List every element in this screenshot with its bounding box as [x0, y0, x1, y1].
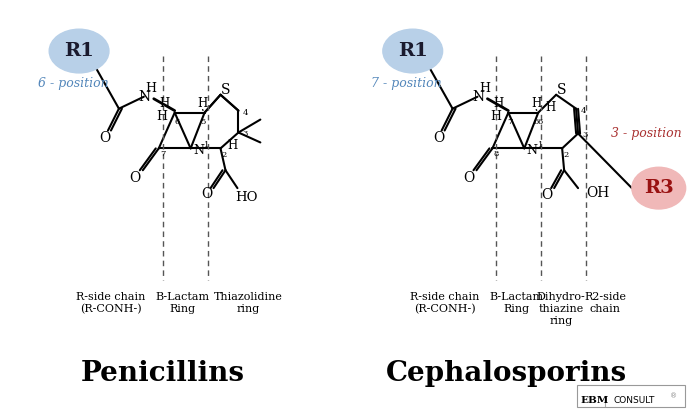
Text: B-Lactam
Ring: B-Lactam Ring	[156, 293, 210, 314]
Ellipse shape	[383, 29, 443, 73]
Text: Cephalosporins: Cephalosporins	[386, 360, 627, 387]
Text: N: N	[193, 144, 204, 157]
Text: H: H	[490, 110, 501, 123]
Text: O: O	[433, 131, 444, 145]
Text: 1: 1	[537, 141, 543, 150]
Text: R-side chain
(R-CONH-): R-side chain (R-CONH-)	[410, 293, 480, 314]
Text: 7: 7	[507, 117, 513, 126]
Ellipse shape	[632, 167, 686, 209]
Text: R1: R1	[64, 42, 94, 60]
Text: 7: 7	[160, 150, 165, 158]
Text: 8: 8	[493, 150, 499, 158]
Text: Dihydro-
thiazine
ring: Dihydro- thiazine ring	[537, 293, 585, 325]
Text: OH: OH	[586, 186, 610, 200]
Text: 4: 4	[243, 109, 248, 117]
Text: 2: 2	[222, 151, 227, 159]
Text: O: O	[201, 187, 212, 201]
Text: 1: 1	[204, 141, 209, 150]
Text: B-Lactam
Ring: B-Lactam Ring	[489, 293, 543, 314]
Text: H: H	[531, 97, 541, 110]
Text: R2-side
chain: R2-side chain	[584, 293, 626, 314]
Text: 6: 6	[174, 117, 179, 126]
Text: H: H	[227, 139, 238, 152]
Text: 3 - position: 3 - position	[612, 127, 682, 140]
Text: O: O	[541, 188, 553, 202]
Text: H: H	[479, 82, 490, 95]
Text: N: N	[139, 90, 151, 104]
Text: 6: 6	[538, 117, 543, 126]
Text: 5: 5	[200, 117, 205, 126]
Text: N: N	[527, 144, 538, 157]
Text: EBM: EBM	[581, 396, 610, 405]
Text: H: H	[493, 97, 503, 110]
Text: Thiazolidine
ring: Thiazolidine ring	[214, 293, 283, 314]
Text: CONSULT: CONSULT	[613, 396, 655, 405]
Text: 7 - position: 7 - position	[371, 77, 442, 90]
Text: R-side chain
(R-CONH-): R-side chain (R-CONH-)	[76, 293, 146, 314]
Text: 3: 3	[243, 131, 248, 138]
Text: S: S	[221, 83, 230, 97]
Ellipse shape	[49, 29, 109, 73]
Text: H: H	[197, 97, 208, 110]
Text: O: O	[463, 171, 474, 185]
Text: R1: R1	[398, 42, 427, 60]
Text: 6 - position: 6 - position	[38, 77, 108, 90]
Text: Penicillins: Penicillins	[81, 360, 245, 387]
Text: R3: R3	[644, 179, 673, 197]
Text: 6: 6	[534, 117, 539, 126]
Text: 2: 2	[564, 151, 569, 159]
Text: H: H	[156, 110, 167, 123]
Text: HO: HO	[236, 191, 258, 204]
Text: ®: ®	[670, 394, 677, 400]
Text: 3: 3	[582, 131, 588, 140]
Text: 4: 4	[580, 107, 586, 115]
Text: H: H	[145, 82, 156, 95]
Text: H: H	[545, 101, 555, 114]
Text: O: O	[129, 171, 140, 185]
Text: H: H	[159, 97, 170, 110]
Text: O: O	[99, 131, 111, 145]
Text: N: N	[473, 90, 484, 104]
Text: S: S	[557, 83, 566, 97]
FancyBboxPatch shape	[577, 385, 685, 407]
